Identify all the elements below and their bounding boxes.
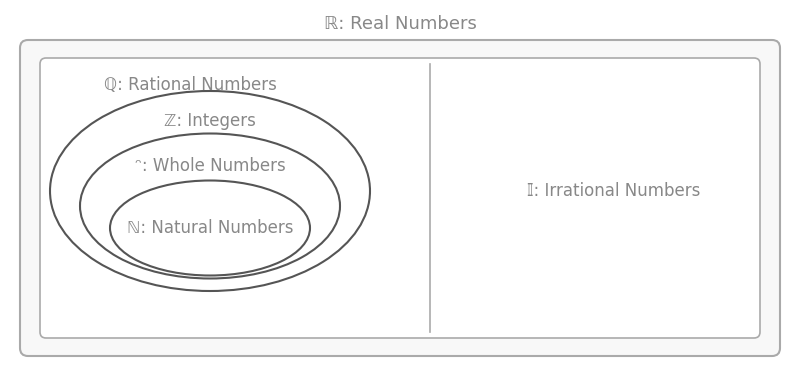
Text: 𝕀: Irrational Numbers: 𝕀: Irrational Numbers <box>527 182 701 200</box>
Text: ℝ: Real Numbers: ℝ: Real Numbers <box>323 15 477 33</box>
Text: ℕ: Natural Numbers: ℕ: Natural Numbers <box>126 219 294 237</box>
Text: ℚ: Rational Numbers: ℚ: Rational Numbers <box>103 75 277 93</box>
Text: ℤ: Integers: ℤ: Integers <box>164 112 256 130</box>
Ellipse shape <box>80 133 340 279</box>
FancyBboxPatch shape <box>40 58 760 338</box>
Text: ᵔ: Whole Numbers: ᵔ: Whole Numbers <box>134 157 286 175</box>
Ellipse shape <box>50 91 370 291</box>
FancyBboxPatch shape <box>20 40 780 356</box>
Ellipse shape <box>110 180 310 276</box>
